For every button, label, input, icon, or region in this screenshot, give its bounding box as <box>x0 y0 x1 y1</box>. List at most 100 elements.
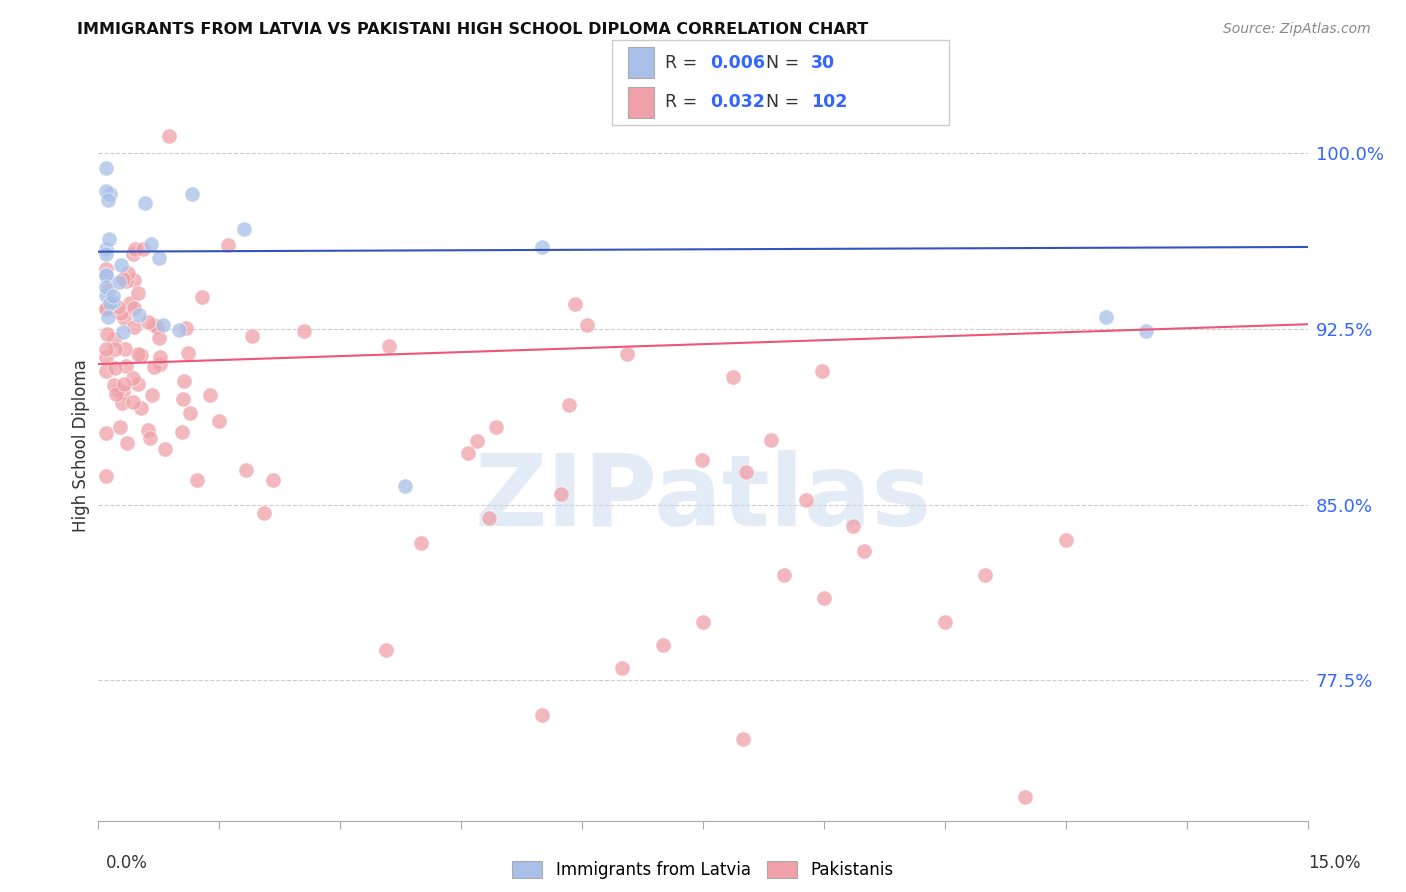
Point <box>262 473 284 487</box>
Point <box>149 350 172 364</box>
Point <box>550 486 572 500</box>
Point <box>186 473 208 487</box>
Point <box>232 221 254 235</box>
Point <box>530 240 553 254</box>
Text: 15.0%: 15.0% <box>1309 855 1361 872</box>
Point <box>96 242 118 256</box>
Point <box>96 301 118 316</box>
Point <box>128 308 150 322</box>
Point <box>138 423 160 437</box>
Point <box>1135 324 1157 338</box>
Point <box>115 274 138 288</box>
Text: 102: 102 <box>811 94 848 112</box>
Point <box>139 431 162 445</box>
Point <box>122 273 145 287</box>
Point <box>127 286 149 301</box>
Point <box>810 364 832 378</box>
Point <box>157 129 180 144</box>
Y-axis label: High School Diploma: High School Diploma <box>72 359 90 533</box>
Point <box>127 377 149 392</box>
Point <box>394 479 416 493</box>
Point <box>558 398 581 412</box>
Point <box>145 320 167 334</box>
Point <box>974 567 997 582</box>
Point <box>378 339 401 353</box>
Point <box>122 247 145 261</box>
Point <box>564 297 586 311</box>
Text: 0.006: 0.006 <box>710 54 765 71</box>
Text: N =: N = <box>766 94 806 112</box>
Point <box>111 396 134 410</box>
Point <box>375 643 398 657</box>
Point <box>107 384 129 398</box>
Point <box>253 506 276 520</box>
Point <box>478 511 501 525</box>
Point <box>153 442 176 457</box>
Point <box>96 469 118 483</box>
Point <box>96 364 118 378</box>
Point <box>96 268 118 282</box>
Point <box>485 420 508 434</box>
Point <box>198 388 221 402</box>
Point <box>108 275 131 289</box>
Point <box>853 544 876 558</box>
Point <box>96 350 118 364</box>
Point <box>96 301 118 315</box>
Point <box>235 463 257 477</box>
Text: 0.032: 0.032 <box>710 94 765 112</box>
Point <box>112 377 135 392</box>
Point <box>465 434 488 449</box>
Point <box>129 401 152 416</box>
Point <box>97 310 120 325</box>
Point <box>101 294 124 309</box>
Point <box>115 435 138 450</box>
Point <box>141 237 163 252</box>
Point <box>530 708 553 723</box>
Point <box>110 306 132 320</box>
Point <box>141 388 163 402</box>
Point <box>813 591 835 606</box>
Point <box>576 318 599 332</box>
Point <box>142 360 165 375</box>
Point <box>96 184 118 198</box>
Point <box>721 370 744 384</box>
Point <box>1095 310 1118 325</box>
Point <box>148 251 170 265</box>
Point <box>134 195 156 210</box>
Point <box>103 377 125 392</box>
Text: 30: 30 <box>811 54 835 71</box>
Point <box>115 359 138 373</box>
Text: Source: ZipAtlas.com: Source: ZipAtlas.com <box>1223 22 1371 37</box>
Point <box>127 347 149 361</box>
Point <box>841 518 863 533</box>
Point <box>111 272 134 286</box>
Point <box>117 266 139 280</box>
Point <box>98 296 121 310</box>
Point <box>692 615 714 629</box>
Text: IMMIGRANTS FROM LATVIA VS PAKISTANI HIGH SCHOOL DIPLOMA CORRELATION CHART: IMMIGRANTS FROM LATVIA VS PAKISTANI HIGH… <box>77 22 869 37</box>
Point <box>103 332 125 346</box>
Point <box>733 731 755 746</box>
Point <box>734 465 756 479</box>
Point <box>110 420 132 434</box>
Point <box>104 342 127 356</box>
Point <box>1014 790 1036 805</box>
Point <box>96 288 118 302</box>
Text: 0.0%: 0.0% <box>105 855 148 872</box>
Point <box>96 247 118 261</box>
Point <box>167 323 190 337</box>
Point <box>794 492 817 507</box>
Point <box>104 360 127 375</box>
Point <box>240 329 263 343</box>
Point <box>181 187 204 202</box>
Point <box>177 346 200 360</box>
Point <box>112 385 135 400</box>
Point <box>97 193 120 207</box>
Point <box>217 237 239 252</box>
Point <box>98 186 121 201</box>
Point <box>107 300 129 314</box>
Point <box>149 357 172 371</box>
Point <box>105 386 128 401</box>
Point <box>96 268 118 282</box>
Text: ZIPatlas: ZIPatlas <box>475 450 931 547</box>
